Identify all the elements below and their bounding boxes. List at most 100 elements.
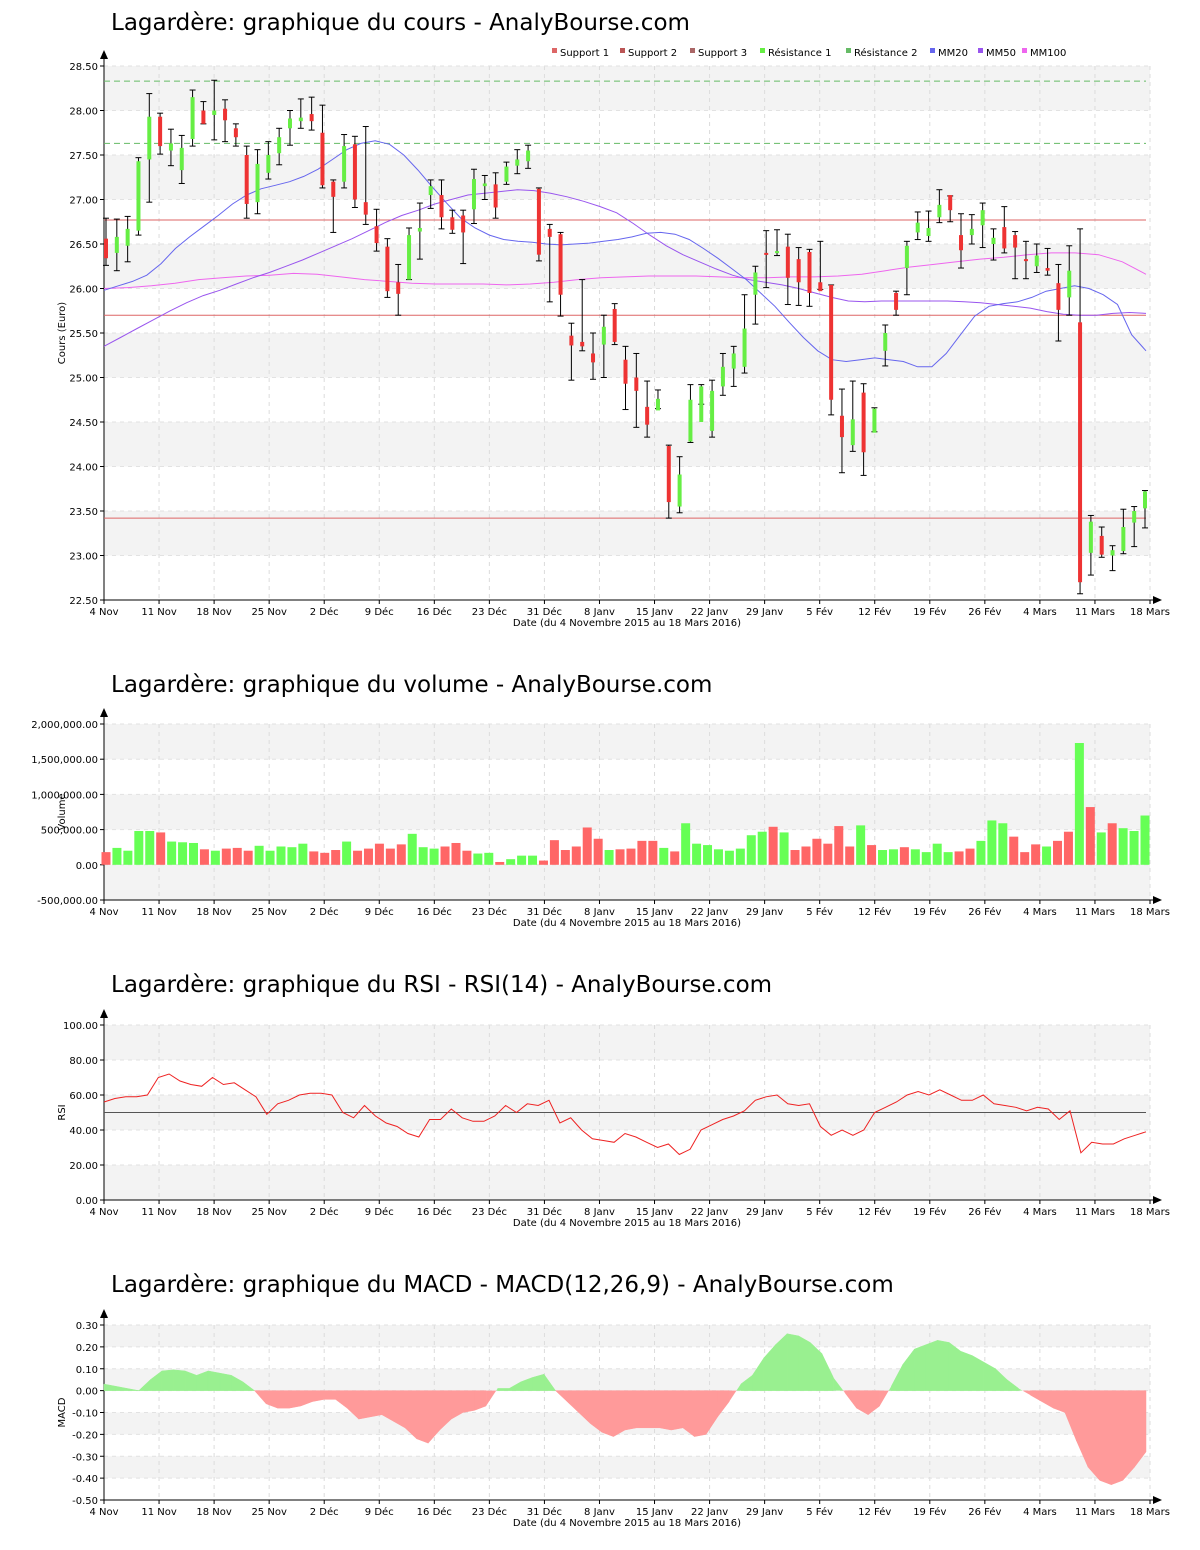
volume-bar-up bbox=[188, 842, 198, 865]
volume-bar-up bbox=[943, 852, 953, 865]
rsi-x-tick-label: 11 Mars bbox=[1075, 1207, 1115, 1218]
macd-area-negative bbox=[1029, 1390, 1043, 1402]
price-y-tick-label: 27.50 bbox=[69, 151, 98, 162]
candle-down bbox=[569, 335, 574, 346]
candle-up bbox=[688, 399, 693, 442]
price-y-tick-label: 24.00 bbox=[69, 463, 98, 474]
macd-y-tick-label: -0.10 bbox=[72, 1409, 98, 1420]
macd-area-negative bbox=[300, 1390, 313, 1407]
volume-bar-down bbox=[396, 844, 406, 865]
mm100-line bbox=[103, 252, 1147, 289]
legend-label: Support 3 bbox=[698, 48, 747, 59]
macd-area-negative bbox=[636, 1390, 649, 1429]
macd-area-negative bbox=[265, 1390, 278, 1409]
candle-up bbox=[515, 159, 520, 166]
price-y-tick-label: 26.00 bbox=[69, 285, 98, 296]
candle-up bbox=[114, 236, 119, 253]
rsi-x-tick-label: 16 Déc bbox=[417, 1206, 452, 1218]
legend-label: Résistance 1 bbox=[768, 47, 831, 59]
volume-bar-up bbox=[112, 847, 122, 865]
candle-down bbox=[439, 195, 444, 218]
volume-bar-down bbox=[232, 847, 242, 865]
price-x-tick-label: 5 Fév bbox=[806, 606, 833, 618]
volume-bar-up bbox=[429, 848, 439, 865]
price-band bbox=[104, 66, 1150, 111]
candle-up bbox=[255, 163, 260, 203]
rsi-chart-title: Lagardère: graphique du RSI - RSI(14) - … bbox=[111, 972, 773, 998]
rsi-y-arrow bbox=[100, 1009, 108, 1018]
candle-up bbox=[136, 161, 141, 231]
rsi-line bbox=[103, 1073, 1147, 1156]
volume-bar-down bbox=[243, 850, 253, 865]
volume-y-tick-label: 500,000.00 bbox=[41, 826, 98, 837]
price-y-tick-label: 28.50 bbox=[69, 62, 98, 73]
candle-down bbox=[634, 377, 639, 391]
price-y-tick-label: 26.50 bbox=[69, 240, 98, 251]
candle-down bbox=[385, 246, 390, 292]
candle-down bbox=[818, 282, 823, 292]
legend-swatch bbox=[930, 48, 935, 53]
volume-x-tick-label: 9 Déc bbox=[365, 906, 394, 918]
macd-area-negative bbox=[554, 1390, 568, 1403]
candle-down bbox=[374, 226, 379, 244]
price-x-tick-label: 15 Janv bbox=[636, 607, 673, 618]
volume-bar-up bbox=[757, 831, 767, 865]
macd-area-positive bbox=[948, 1341, 962, 1391]
volume-bar-up bbox=[265, 850, 275, 865]
volume-band bbox=[104, 794, 1150, 830]
macd-area-positive bbox=[902, 1348, 915, 1391]
volume-bar-up bbox=[145, 831, 155, 865]
volume-bar-down bbox=[1107, 823, 1117, 865]
volume-band bbox=[104, 864, 1150, 900]
price-band bbox=[104, 422, 1150, 467]
volume-bar-up bbox=[713, 849, 723, 865]
volume-bar-up bbox=[517, 855, 527, 865]
macd-chart-title: Lagardère: graphique du MACD - MACD(12,2… bbox=[111, 1272, 894, 1298]
candle-down bbox=[201, 110, 206, 124]
volume-bar-down bbox=[965, 848, 975, 865]
volume-bar-down bbox=[495, 861, 505, 865]
rsi-x-tick-label: 23 Déc bbox=[472, 1206, 507, 1218]
macd-area-negative bbox=[323, 1390, 336, 1400]
candle-up bbox=[710, 390, 715, 431]
macd-y-tick-label: -0.30 bbox=[72, 1452, 98, 1463]
candle-down bbox=[233, 128, 238, 138]
price-x-tick-label: 26 Fév bbox=[968, 606, 1001, 618]
macd-x-tick-label: 8 Janv bbox=[584, 1507, 615, 1518]
candle-up bbox=[883, 333, 888, 351]
volume-bar-down bbox=[156, 832, 166, 865]
volume-bar-up bbox=[1042, 846, 1052, 865]
macd-band bbox=[104, 1368, 1150, 1391]
candle-down bbox=[1013, 235, 1018, 248]
volume-bar-up bbox=[1074, 743, 1084, 865]
candle-down bbox=[1099, 535, 1104, 555]
volume-bar-down bbox=[637, 840, 647, 865]
macd-area-positive bbox=[126, 1388, 139, 1391]
volume-bar-up bbox=[878, 850, 888, 865]
macd-x-tick-label: 9 Déc bbox=[365, 1506, 394, 1518]
volume-bar-down bbox=[199, 849, 209, 865]
volume-x-tick-label: 16 Déc bbox=[417, 906, 452, 918]
volume-bar-up bbox=[506, 859, 516, 865]
legend-label: Résistance 2 bbox=[854, 47, 917, 59]
price-x-tick-label: 16 Déc bbox=[417, 606, 452, 618]
rsi-x-tick-label: 12 Fév bbox=[858, 1206, 891, 1218]
macd-area-negative bbox=[1022, 1390, 1031, 1395]
price-x-axis-label: Date (du 4 Novembre 2015 au 18 Mars 2016… bbox=[513, 618, 741, 629]
candle-up bbox=[1067, 270, 1072, 298]
candle-up bbox=[699, 386, 704, 422]
volume-x-tick-label: 11 Nov bbox=[141, 907, 177, 918]
volume-bar-up bbox=[210, 850, 220, 865]
candle-up bbox=[753, 272, 758, 295]
macd-x-tick-label: 11 Mars bbox=[1075, 1507, 1115, 1518]
candle-up bbox=[991, 237, 996, 244]
volume-chart-title: Lagardère: graphique du volume - AnalyBo… bbox=[111, 672, 713, 698]
macd-x-tick-label: 26 Fév bbox=[968, 1506, 1001, 1518]
volume-bar-up bbox=[1096, 832, 1106, 865]
volume-y-tick-label: 0.00 bbox=[76, 861, 98, 872]
candle-up bbox=[471, 179, 476, 210]
rsi-x-tick-label: 18 Nov bbox=[196, 1207, 232, 1218]
macd-area-negative bbox=[427, 1390, 441, 1444]
macd-area-positive bbox=[786, 1333, 799, 1391]
rsi-y-tick-label: 100.00 bbox=[63, 1021, 98, 1032]
